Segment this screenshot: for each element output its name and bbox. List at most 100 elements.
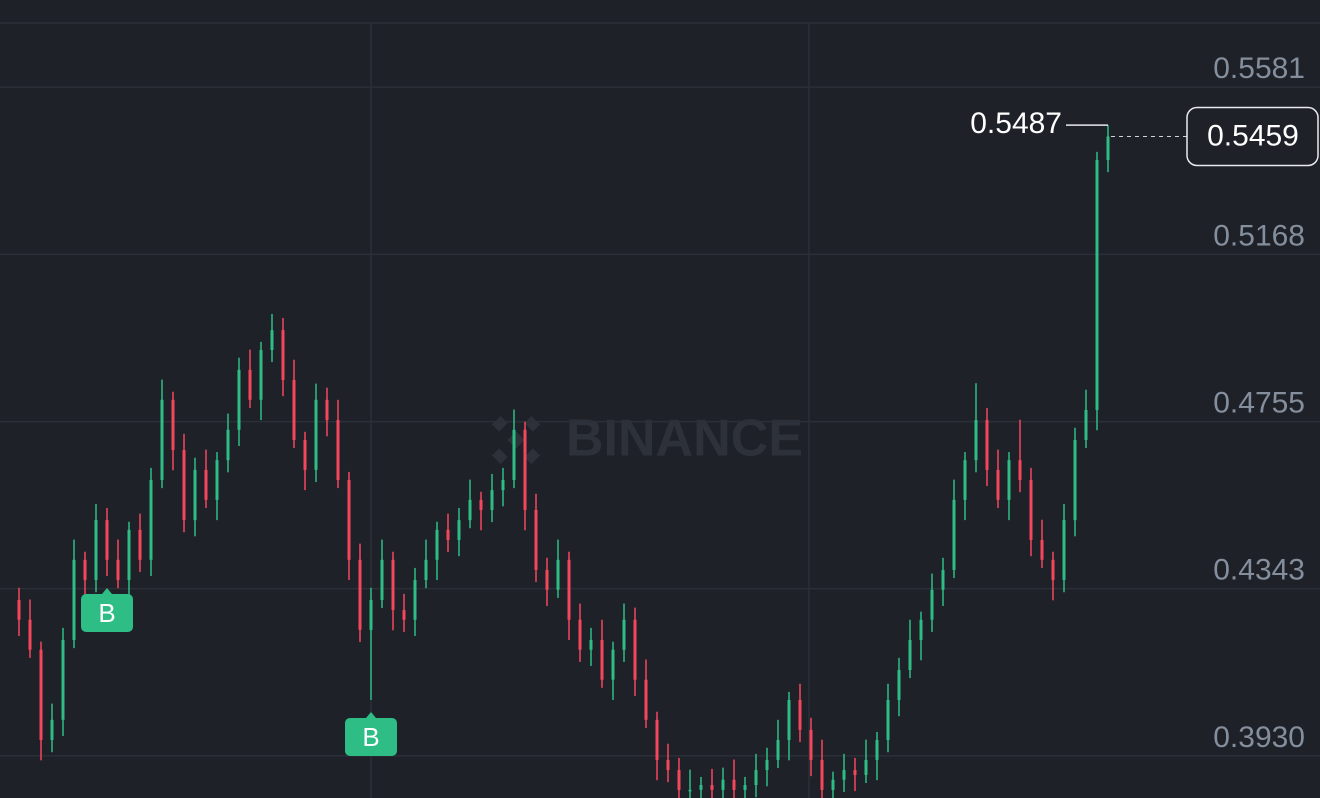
candle-body bbox=[523, 429, 527, 510]
candle-body bbox=[963, 460, 967, 500]
candle-body bbox=[28, 619, 32, 650]
candle-body bbox=[314, 399, 318, 470]
candle-body bbox=[292, 379, 296, 440]
candle-body bbox=[105, 520, 109, 560]
candle-body bbox=[72, 559, 76, 641]
candle-body bbox=[633, 619, 637, 680]
candle-body bbox=[864, 759, 868, 775]
candle-body bbox=[666, 759, 670, 771]
watermark-text: BINANCE bbox=[566, 410, 803, 468]
candle-body bbox=[281, 330, 285, 380]
candle-body bbox=[754, 770, 758, 786]
buy-marker bbox=[81, 588, 133, 633]
candle-body bbox=[974, 420, 978, 461]
candle-body bbox=[424, 559, 428, 581]
candle-body bbox=[776, 740, 780, 760]
candle-body bbox=[160, 399, 164, 481]
candle-body bbox=[149, 480, 153, 560]
candle-body bbox=[248, 369, 252, 400]
buy-marker-label: B bbox=[362, 722, 379, 752]
candle-body bbox=[952, 499, 956, 570]
candle-body bbox=[842, 770, 846, 780]
grid: 0.5581 0.5168 0.4755 0.4343 0.3930 bbox=[0, 52, 1320, 757]
candle-body bbox=[116, 559, 120, 581]
candle-body bbox=[589, 640, 593, 650]
candle-body bbox=[853, 770, 857, 775]
candle-body bbox=[369, 599, 373, 630]
candle-body bbox=[391, 559, 395, 611]
candle-body bbox=[556, 559, 560, 590]
candle-body bbox=[1084, 409, 1088, 440]
candle-body bbox=[336, 420, 340, 481]
candle-body bbox=[446, 529, 450, 540]
candle-body bbox=[468, 499, 472, 521]
candle-body bbox=[908, 640, 912, 670]
candle-body bbox=[171, 399, 175, 451]
candle-body bbox=[501, 480, 505, 491]
candle-body bbox=[1040, 539, 1044, 560]
candle-body bbox=[1029, 480, 1033, 540]
candle-body bbox=[743, 785, 747, 790]
candle-body bbox=[545, 569, 549, 590]
candle-body bbox=[578, 619, 582, 650]
candle-body bbox=[721, 779, 725, 790]
y-tick-label: 0.4343 bbox=[1213, 553, 1305, 586]
candle-body bbox=[875, 740, 879, 760]
buy-marker bbox=[345, 711, 397, 756]
y-tick-label: 0.5168 bbox=[1213, 219, 1305, 252]
candle-body bbox=[270, 330, 274, 350]
candle-body bbox=[83, 559, 87, 581]
candle-body bbox=[765, 759, 769, 771]
candle-body bbox=[688, 789, 692, 792]
candle-body bbox=[358, 559, 362, 630]
candle-body bbox=[61, 640, 65, 720]
y-tick-label: 0.4755 bbox=[1213, 387, 1305, 420]
candle-body bbox=[490, 490, 494, 510]
candle-body bbox=[94, 520, 98, 581]
watermark: BINANCE bbox=[491, 410, 803, 468]
candle-body bbox=[611, 649, 615, 680]
candle-body bbox=[435, 529, 439, 560]
candle-body bbox=[699, 785, 703, 790]
candle-body bbox=[237, 369, 241, 430]
candle-body bbox=[1007, 460, 1011, 500]
candle-body bbox=[534, 509, 538, 570]
candle-body bbox=[347, 480, 351, 560]
last-price-box bbox=[1186, 106, 1319, 167]
last-price-label: 0.5459 bbox=[1207, 119, 1299, 152]
candle-body bbox=[600, 640, 604, 680]
candle-body bbox=[1073, 439, 1077, 521]
candle-body bbox=[897, 669, 901, 700]
candle-body bbox=[17, 599, 21, 620]
candle-body bbox=[798, 699, 802, 730]
overlay: 0.5459 0.5487 B B bbox=[81, 106, 1319, 756]
candle-body bbox=[380, 559, 384, 600]
candle-body bbox=[1095, 160, 1099, 410]
candle-body bbox=[457, 520, 461, 540]
candle-body bbox=[413, 580, 417, 620]
candle-body bbox=[479, 499, 483, 510]
candle-body bbox=[567, 559, 571, 620]
candle-body bbox=[1051, 559, 1055, 581]
candle-body bbox=[732, 779, 736, 790]
candle-body bbox=[512, 429, 516, 481]
candle-body bbox=[677, 770, 681, 790]
high-annotation-label: 0.5487 bbox=[970, 107, 1062, 140]
candle-body bbox=[919, 619, 923, 641]
candle-body bbox=[204, 469, 208, 500]
candle-body bbox=[930, 589, 934, 620]
candle-body bbox=[226, 429, 230, 461]
candle-body bbox=[303, 439, 307, 470]
candle-body bbox=[402, 610, 406, 620]
candle-body bbox=[127, 529, 131, 581]
candle-body bbox=[39, 649, 43, 741]
candle-body bbox=[644, 679, 648, 720]
candle-body bbox=[182, 450, 186, 521]
candle-body bbox=[215, 460, 219, 500]
candle-body bbox=[325, 399, 329, 421]
candle-body bbox=[787, 699, 791, 741]
y-tick-label: 0.5581 bbox=[1213, 52, 1305, 85]
